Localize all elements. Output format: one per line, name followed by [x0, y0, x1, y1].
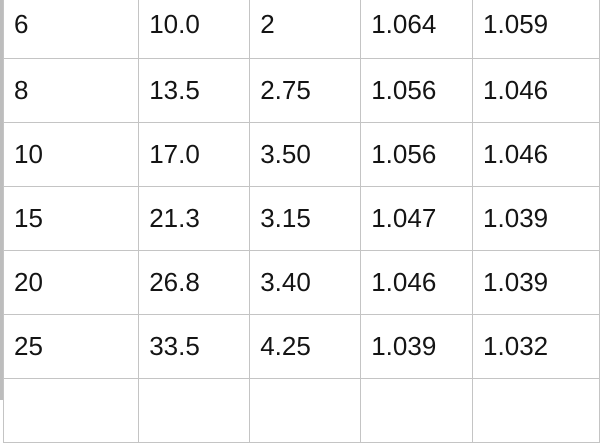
table-cell — [138, 378, 251, 443]
table-cell: 15 — [2, 186, 140, 251]
table-cell: 21.3 — [138, 186, 251, 251]
table-cell: 4.25 — [249, 314, 362, 379]
table-cell: 13.5 — [138, 58, 251, 123]
table-cell: 1.056 — [360, 58, 474, 123]
table-cell: 3.40 — [249, 250, 362, 315]
table-cell: 26.8 — [138, 250, 251, 315]
table-cell: 20 — [2, 250, 140, 315]
table-cell: 33.5 — [138, 314, 251, 379]
table-row: 25 33.5 4.25 1.039 1.032 — [2, 314, 600, 379]
table-cell: 1.046 — [472, 122, 600, 187]
table-cell: 1.039 — [472, 186, 600, 251]
table-row: 20 26.8 3.40 1.046 1.039 — [2, 250, 600, 315]
table-cell: 1.046 — [360, 250, 474, 315]
table-cell: 1.032 — [472, 314, 600, 379]
table-cell: 1.039 — [360, 314, 474, 379]
table-cell: 1.047 — [360, 186, 474, 251]
table-cell: 10 — [2, 122, 140, 187]
table-row: 6 10.0 2 1.064 1.059 — [2, 0, 600, 59]
table-row: 8 13.5 2.75 1.056 1.046 — [2, 58, 600, 123]
table-cell — [249, 378, 362, 443]
table-cell: 1.046 — [472, 58, 600, 123]
left-border — [0, 0, 4, 400]
table-cell: 3.50 — [249, 122, 362, 187]
table-cell: 17.0 — [138, 122, 251, 187]
table-cell: 2.75 — [249, 58, 362, 123]
table-cell: 25 — [2, 314, 140, 379]
table-cell: 2 — [249, 0, 362, 59]
table-cell — [2, 378, 140, 443]
table-cell — [472, 378, 600, 443]
table-cell: 1.064 — [360, 0, 474, 59]
table-cell: 1.056 — [360, 122, 474, 187]
table-row — [2, 378, 600, 443]
table-cell — [360, 378, 474, 443]
table-row: 10 17.0 3.50 1.056 1.046 — [2, 122, 600, 187]
table-cell: 3.15 — [249, 186, 362, 251]
table-row: 15 21.3 3.15 1.047 1.039 — [2, 186, 600, 251]
table-cell: 8 — [2, 58, 140, 123]
table-cell: 1.059 — [472, 0, 600, 59]
table-cell: 10.0 — [138, 0, 251, 59]
table-cell: 1.039 — [472, 250, 600, 315]
table-cell: 6 — [2, 0, 140, 59]
